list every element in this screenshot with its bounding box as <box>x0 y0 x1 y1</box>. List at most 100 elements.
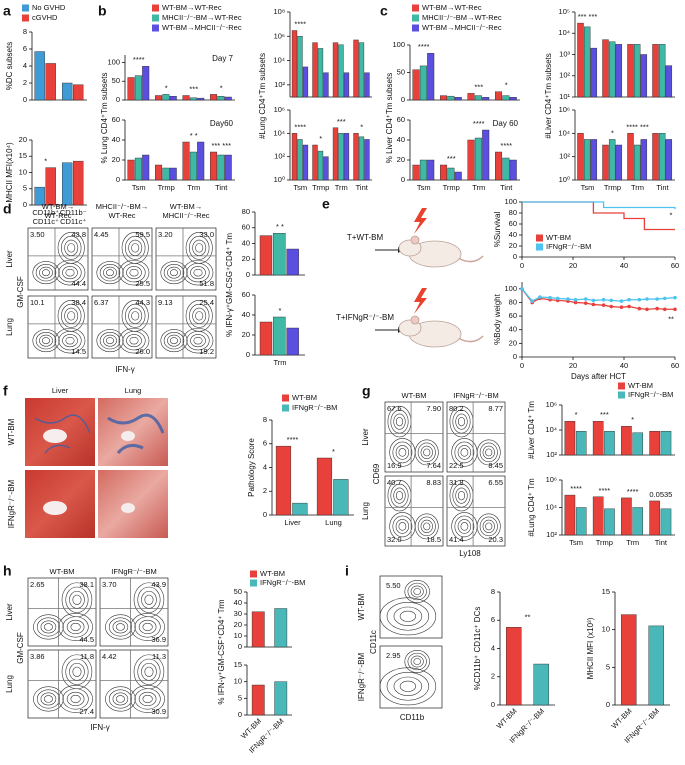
bar <box>590 47 598 98</box>
bar <box>590 139 598 181</box>
gate-value: 11.8 <box>80 652 94 661</box>
y-tick-label: 8 <box>263 415 267 424</box>
column-heading: WT-Rec <box>108 211 135 220</box>
bar <box>317 150 324 181</box>
legend-label: IFNgR⁻/⁻-BM <box>292 403 337 412</box>
y-tick-label: 60 <box>112 115 120 124</box>
contour <box>167 334 181 347</box>
axis-title: %Survival <box>493 212 502 248</box>
panel-letter: e <box>322 196 330 212</box>
gate-value: 51.8 <box>199 279 214 288</box>
bar <box>274 608 288 648</box>
y-tick-label: 10³ <box>559 49 570 58</box>
y-tick-label: 10² <box>559 71 570 80</box>
bar <box>323 156 329 181</box>
contour <box>105 614 136 640</box>
y-tick-label: 20 <box>112 155 120 164</box>
y-tick-label: 40 <box>397 135 405 144</box>
legend-label: WT-BM <box>292 393 317 402</box>
contour <box>106 269 114 277</box>
bar <box>482 129 490 181</box>
contour <box>70 622 81 632</box>
gate-value: 14.5 <box>71 347 86 356</box>
contour <box>33 686 64 712</box>
significance: * <box>631 415 634 424</box>
bar <box>251 684 265 716</box>
bar <box>62 82 73 101</box>
contour <box>163 331 185 350</box>
column-heading: WT-BM <box>402 391 427 400</box>
y-tick-label: 10⁶ <box>274 31 285 40</box>
significance: **** <box>287 435 299 444</box>
x-tick-label: WT-BM <box>495 706 519 730</box>
contour <box>42 337 50 345</box>
y-tick-label: 0 <box>246 350 250 359</box>
contour <box>112 620 129 634</box>
bar <box>640 139 648 181</box>
y-tick-label: 60 <box>509 219 517 228</box>
bar <box>162 94 170 101</box>
contour <box>398 522 407 531</box>
y-tick-label: 4 <box>263 462 267 471</box>
contour <box>417 516 436 537</box>
bar <box>583 26 591 98</box>
y-tick-label: 30 <box>234 609 242 618</box>
bar <box>632 507 643 536</box>
significance: * <box>44 157 47 166</box>
legend-swatch <box>412 24 419 32</box>
contour <box>190 266 206 280</box>
y-tick-label: 40 <box>242 310 250 319</box>
bar <box>297 36 303 98</box>
bar <box>353 133 359 181</box>
bar <box>316 457 333 516</box>
y-tick-label: 10² <box>559 152 570 161</box>
axis-title: % IFN-γ⁺GM-CSG⁺CD4⁺ Tm <box>225 233 234 337</box>
significance: *** <box>337 117 346 126</box>
mouse-ear <box>410 235 420 245</box>
gate-value: 20.3 <box>488 535 503 544</box>
y-tick-label: 80 <box>242 207 250 216</box>
contour <box>32 329 60 353</box>
contour <box>62 334 78 348</box>
legend-swatch <box>22 14 29 22</box>
contour <box>399 680 417 692</box>
axis-title: #Lung CD4⁺ Tm <box>527 478 536 537</box>
row-label: WT-BM <box>7 418 16 445</box>
bar <box>660 508 672 536</box>
x-tick-label: 0 <box>520 361 524 370</box>
y-tick-label: 10⁶ <box>559 105 570 114</box>
x-tick-label: Trm <box>273 358 286 367</box>
contour <box>395 445 410 460</box>
legend-label: WT-BM→MHCII⁻/⁻-Rec <box>422 23 502 32</box>
gate-value: 59.5 <box>135 230 150 239</box>
contour <box>124 303 146 328</box>
x-tick-label: Trmp <box>158 183 175 192</box>
contour <box>99 331 121 350</box>
bar <box>658 133 666 181</box>
gate-value: 25.5 <box>135 279 150 288</box>
bar <box>224 154 232 181</box>
contour <box>485 522 493 531</box>
column-heading: MHCII⁻/⁻-BM→ <box>96 202 149 211</box>
contour <box>460 448 469 457</box>
row-label: Lung <box>5 318 14 336</box>
axis-title: IFN-γ <box>115 365 135 374</box>
legend-swatch <box>412 14 419 22</box>
axis-title: Days after HCT <box>571 372 626 381</box>
axis-title: %DC subsets <box>5 42 14 90</box>
x-tick-label: Tint <box>500 183 513 192</box>
contour <box>195 243 204 253</box>
x-tick-label: Trm <box>187 183 200 192</box>
significance: *** *** <box>578 12 598 21</box>
y-tick-label: 10⁴ <box>558 128 570 137</box>
axis-title: Pathology Score <box>247 438 256 497</box>
axis-title: CD11b <box>400 713 425 722</box>
y-tick-label: 0 <box>116 175 120 184</box>
x-tick-label: 20 <box>569 261 577 270</box>
bar <box>364 139 370 181</box>
y-tick-label: 2 <box>491 672 495 681</box>
y-tick-label: 50 <box>397 67 405 76</box>
contour <box>399 610 417 622</box>
bar <box>447 95 455 101</box>
